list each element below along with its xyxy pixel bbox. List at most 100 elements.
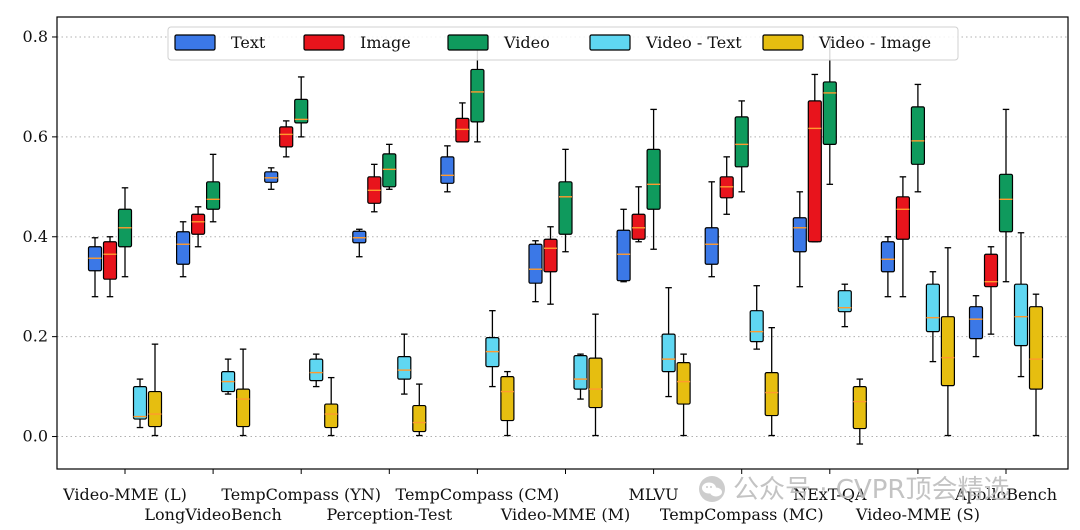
box-3-0 [352,228,367,258]
box-body [807,100,822,243]
legend: Text Image Video Video - Text Video - Image [167,26,959,61]
legend-label: Video [503,33,550,52]
box-2-3 [309,353,324,388]
wechat-icon [699,476,725,502]
box-body [822,81,837,145]
box-body [324,403,339,429]
box-1-1 [191,206,206,248]
legend-item: Video [447,33,550,52]
box-body [279,126,294,148]
y-axis: 0.0 0.2 0.4 0.6 0.8 [23,27,57,446]
box-7-0 [704,181,719,278]
box-body [588,357,603,409]
box-body [661,333,676,373]
box-10-2 [998,108,1014,283]
box-2-1 [279,120,294,158]
box-body [500,376,515,422]
axes-frame [56,16,1069,470]
box-body [998,173,1014,233]
box-body [852,385,867,430]
x-tick-label: Perception-Test [326,505,452,524]
box-6-1 [631,186,646,243]
box-body [264,171,279,183]
box-1-3 [221,358,236,395]
box-body [895,196,911,240]
y-tick-label: 0.2 [23,327,48,346]
box-0-0 [87,237,103,298]
x-tick-label: TempCompass (YN) [221,485,381,504]
y-tick-label: 0.8 [23,27,48,46]
box-0-3 [132,378,148,429]
box-3-2 [382,143,397,190]
x-tick-label: NExT-QA [793,485,867,504]
box-6-3 [661,287,676,398]
box-body [734,116,749,168]
y-tick-label: 0.0 [23,427,48,446]
box-7-2 [734,100,749,193]
x-tick-label: Video-MME (S) [855,505,980,524]
box-body [440,156,455,184]
legend-item: Video - Text [589,33,742,52]
box-1-0 [176,221,191,278]
legend-swatch [174,34,216,51]
box-body [616,229,631,282]
box-body [910,106,926,165]
box-body [528,243,543,284]
box-4-1 [455,102,470,143]
box-8-1 [807,73,822,243]
box-5-2 [558,148,573,253]
legend-swatch [303,34,345,51]
box-2-2 [294,76,309,138]
box-9-0 [880,236,896,298]
box-body [147,390,163,428]
y-grid [57,36,1068,438]
box-10-0 [968,295,984,358]
box-10-1 [983,246,999,335]
box-6-0 [616,208,631,283]
box-body [294,98,309,124]
box-3-3 [397,333,412,395]
box-body [792,217,807,253]
box-0-4 [147,343,163,437]
box-body [631,213,646,240]
box-9-4 [940,247,956,437]
legend-swatch [447,34,489,51]
box-body [837,290,852,313]
legend-swatch [589,34,631,51]
box-2-0 [264,167,279,190]
box-body [983,253,999,288]
box-body [749,310,764,343]
box-7-3 [749,285,764,350]
box-10-4 [1028,293,1044,437]
box-body [543,238,558,273]
x-tick-label: LongVideoBench [144,505,281,524]
box-3-1 [367,163,382,213]
box-body [382,153,397,188]
box-7-4 [764,327,779,437]
box-1-2 [206,153,221,223]
box-body [1028,306,1044,390]
box-9-2 [910,83,926,193]
legend-item: Video - Image [762,33,931,52]
box-body [102,241,118,280]
legend-label: Video - Text [645,33,742,52]
box-body [352,230,367,244]
box-body [455,117,470,143]
box-body [968,306,984,340]
legend-label: Video - Image [818,33,931,52]
plot-area [87,36,1044,445]
box-body [132,385,148,420]
box-body [764,372,779,417]
legend-item: Image [303,33,411,52]
box-5-1 [543,226,558,305]
box-7-1 [719,156,734,215]
box-body [1013,283,1029,347]
box-4-0 [440,145,455,193]
box-body [397,356,412,380]
box-body [412,404,427,433]
box-1-4 [236,348,251,437]
legend-label: Text [231,33,266,52]
box-5-0 [528,240,543,303]
x-tick-label: MLVU [629,485,679,504]
